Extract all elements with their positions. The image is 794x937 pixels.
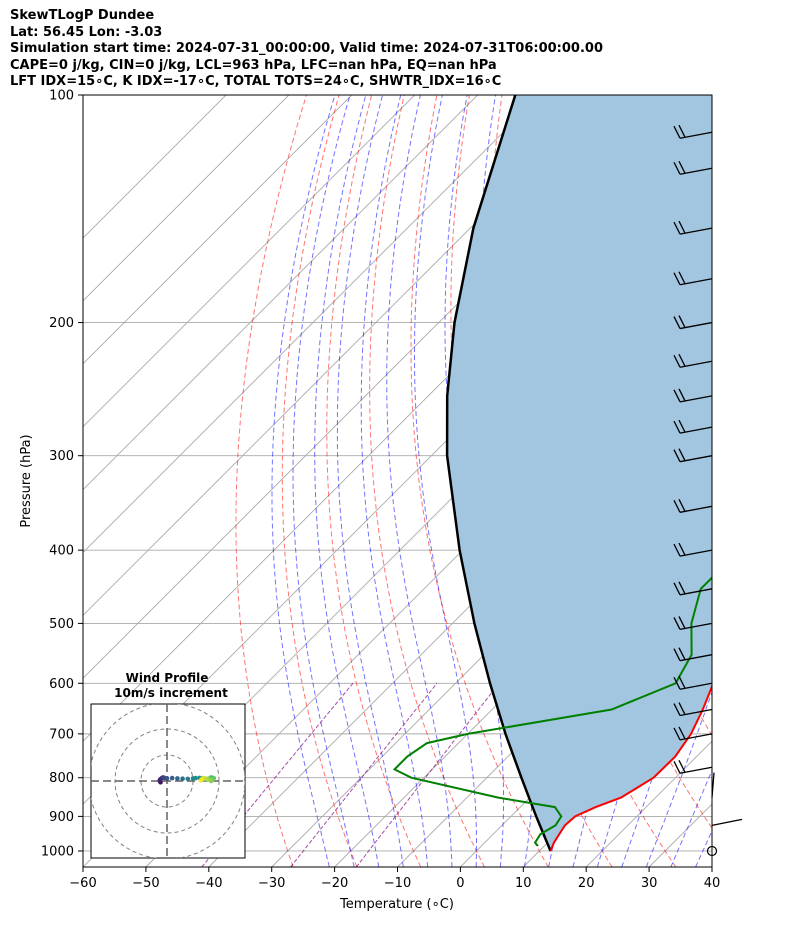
- wind-barb: [673, 271, 713, 286]
- moist-adiabat-line: [292, 95, 355, 867]
- dry-adiabat-line: [730, 95, 794, 867]
- hodograph-inset: Wind Profile 10m/s increment: [90, 671, 246, 859]
- moist-adiabat-line: [720, 95, 794, 867]
- hodograph-point: [175, 776, 180, 781]
- x-tick-label: −30: [258, 876, 285, 891]
- simulation-times: Simulation start time: 2024-07-31_00:00:…: [10, 41, 603, 56]
- y-axis-label: Pressure (hPa): [19, 434, 34, 527]
- wind-barb: [673, 542, 713, 557]
- wind-barb: [673, 760, 713, 774]
- wind-barb: [711, 772, 715, 798]
- x-tick-label: −50: [132, 876, 159, 891]
- y-tick-label: 600: [49, 677, 74, 692]
- hodograph-title: Wind Profile: [126, 671, 209, 685]
- y-tick-label: 100: [49, 89, 74, 104]
- dry-adiabat-line: [369, 95, 485, 867]
- y-tick-label: 700: [49, 727, 74, 742]
- temperature-profile-line: [549, 683, 712, 852]
- isotherm-line: [83, 95, 416, 428]
- isotherm-line: [334, 488, 712, 867]
- moist-adiabat-line: [414, 95, 477, 867]
- hodograph-points: [157, 775, 217, 785]
- hodograph-point: [164, 776, 170, 781]
- wind-barb: [673, 388, 713, 403]
- mixing-ratio-line: [290, 682, 438, 867]
- wind-barb: [673, 353, 713, 368]
- x-tick-label: 30: [641, 876, 658, 891]
- y-tick-label: 200: [49, 316, 74, 331]
- hodograph-point: [198, 778, 204, 783]
- moist-adiabat-line: [271, 95, 336, 867]
- parcel-profile-line: [445, 95, 552, 852]
- isotherm-line: [83, 95, 541, 554]
- cin-shading: [447, 95, 712, 851]
- wind-barb: [673, 124, 713, 139]
- x-tick-label: −10: [384, 876, 411, 891]
- hodograph-point: [169, 775, 175, 781]
- mixing-ratio-line: [355, 682, 500, 867]
- wind-barb: [673, 616, 713, 631]
- isotherm-line: [83, 95, 353, 365]
- x-tick-label: −60: [69, 876, 96, 891]
- moist-adiabat-line: [336, 95, 404, 867]
- wind-barb: [711, 818, 743, 827]
- wind-barb: [673, 702, 713, 717]
- dewpoint-profile-line: [392, 576, 712, 847]
- x-tick-label: 0: [456, 876, 464, 891]
- station-coordinates: Lat: 56.45 Lon: -3.03: [10, 24, 163, 40]
- isotherm-line: [83, 95, 227, 239]
- calm-wind-barb: [706, 845, 718, 857]
- x-tick-label: 20: [578, 876, 595, 891]
- station-title: SkewTLogP Dundee: [10, 8, 155, 23]
- wind-barb: [673, 581, 713, 596]
- x-axis-label: Temperature (∘C): [339, 897, 454, 912]
- isotherm-line: [83, 95, 290, 302]
- moist-adiabat-line: [360, 95, 429, 867]
- y-tick-label: 400: [49, 544, 74, 559]
- y-tick-label: 1000: [41, 844, 74, 859]
- axes: −60 −50 −40 −30 −20 −10 0 10 20 30 40 1000 900 800 700…: [41, 89, 720, 892]
- stability-indices-2: LFT IDX=15∘C, K IDX=-17∘C, TOTAL TOTS=24…: [10, 74, 502, 89]
- hodograph-point: [185, 776, 191, 782]
- wind-barb: [673, 647, 713, 662]
- dry-adiabat-line: [763, 95, 794, 867]
- stability-indices-1: CAPE=0 j/kg, CIN=0 j/kg, LCL=963 hPa, LF…: [10, 57, 497, 73]
- moist-adiabat-line: [645, 690, 712, 867]
- profiles: [392, 95, 712, 852]
- x-tick-label: 40: [704, 876, 721, 891]
- isotherm-line: [711, 866, 712, 867]
- dry-adiabat-line: [410, 95, 549, 867]
- x-tick-label: 10: [515, 876, 532, 891]
- wind-barbs: [673, 124, 743, 857]
- x-tick-label: −40: [195, 876, 222, 891]
- y-tick-label: 900: [49, 810, 74, 825]
- wind-barb: [673, 315, 713, 330]
- x-tick-label: −20: [321, 876, 348, 891]
- cin-area: [447, 95, 712, 851]
- hodograph-rings: [91, 704, 245, 858]
- hodograph-point: [180, 776, 185, 781]
- wind-barb: [673, 726, 713, 741]
- header-block: SkewTLogP Dundee Lat: 56.45 Lon: -3.03 S…: [10, 8, 603, 91]
- y-tick-label: 500: [49, 617, 74, 632]
- moist-adiabat-line: [314, 95, 380, 867]
- y-tick-label: 800: [49, 771, 74, 786]
- wind-barb: [673, 220, 713, 235]
- wind-barb: [673, 499, 713, 513]
- hodograph-subtitle: 10m/s increment: [114, 686, 228, 700]
- wind-barb: [673, 419, 713, 434]
- y-tick-label: 300: [49, 449, 74, 464]
- wind-barb: [673, 675, 713, 690]
- isotherm-line: [83, 95, 478, 491]
- dry-adiabat-line: [235, 95, 307, 867]
- wind-barb: [673, 160, 713, 175]
- hodograph-point: [193, 775, 198, 781]
- dry-adiabat-line: [281, 95, 358, 867]
- moist-adiabat-line: [386, 95, 453, 867]
- moist-adiabat-line: [670, 769, 712, 867]
- wind-barb: [673, 448, 713, 463]
